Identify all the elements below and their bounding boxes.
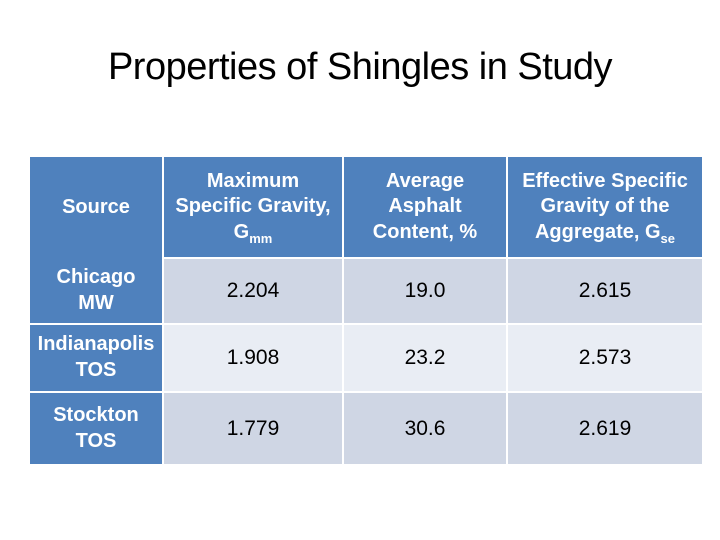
source-line: Indianapolis xyxy=(37,333,155,356)
row-header-source: Indianapolis TOS xyxy=(30,323,164,393)
header-line: Specific Gravity, xyxy=(175,195,331,218)
row-header-source: Stockton TOS xyxy=(30,391,164,464)
table-row-chicago-mw: Chicago MW 2.204 19.0 2.615 xyxy=(30,257,702,325)
source-line: TOS xyxy=(75,429,117,452)
col-header-max-specific-gravity: Maximum Specific Gravity, Gmm xyxy=(162,157,344,258)
cell-asphalt-content: 30.6 xyxy=(342,391,508,464)
header-line: Asphalt xyxy=(388,195,462,218)
col-header-source: Source xyxy=(30,157,164,258)
header-line: Effective Specific xyxy=(522,169,688,192)
cell-gse: 2.615 xyxy=(506,257,702,325)
cell-gmm: 2.204 xyxy=(162,257,344,325)
gmm-subscript: mm xyxy=(249,230,273,246)
header-line: Average xyxy=(385,169,465,192)
slide-title: Properties of Shingles in Study xyxy=(107,46,613,88)
header-line: Source xyxy=(62,195,130,218)
source-line: Chicago xyxy=(56,265,136,288)
header-line: Maximum xyxy=(206,169,300,192)
gse-subscript: se xyxy=(660,230,676,246)
header-line: Content, % xyxy=(372,220,478,243)
cell-asphalt-content: 19.0 xyxy=(342,257,508,325)
gse-symbol: Aggregate, G xyxy=(534,220,661,243)
table-header-row: Source Maximum Specific Gravity, Gmm Ave… xyxy=(30,157,702,258)
cell-gse: 2.573 xyxy=(506,323,702,393)
table-row-stockton-tos: Stockton TOS 1.779 30.6 2.619 xyxy=(30,391,702,464)
gmm-symbol: G xyxy=(233,220,250,243)
header-line: Gmm xyxy=(165,220,341,246)
shingle-properties-table: Source Maximum Specific Gravity, Gmm Ave… xyxy=(30,157,702,464)
cell-gmm: 1.908 xyxy=(162,323,344,393)
source-line: TOS xyxy=(75,359,117,381)
cell-gse: 2.619 xyxy=(506,391,702,464)
col-header-effective-specific-gravity: Effective Specific Gravity of the Aggreg… xyxy=(506,157,702,258)
source-line: Stockton xyxy=(53,403,139,426)
header-line: Gravity of the xyxy=(540,195,670,218)
row-header-source: Chicago MW xyxy=(30,258,164,325)
source-line: MW xyxy=(78,291,114,314)
cell-asphalt-content: 23.2 xyxy=(342,323,508,393)
table-row-indianapolis-tos: Indianapolis TOS 1.908 23.2 2.573 xyxy=(30,323,702,393)
header-line: Aggregate, Gse xyxy=(509,220,701,246)
cell-gmm: 1.779 xyxy=(162,391,344,464)
col-header-avg-asphalt-content: Average Asphalt Content, % xyxy=(342,157,508,258)
